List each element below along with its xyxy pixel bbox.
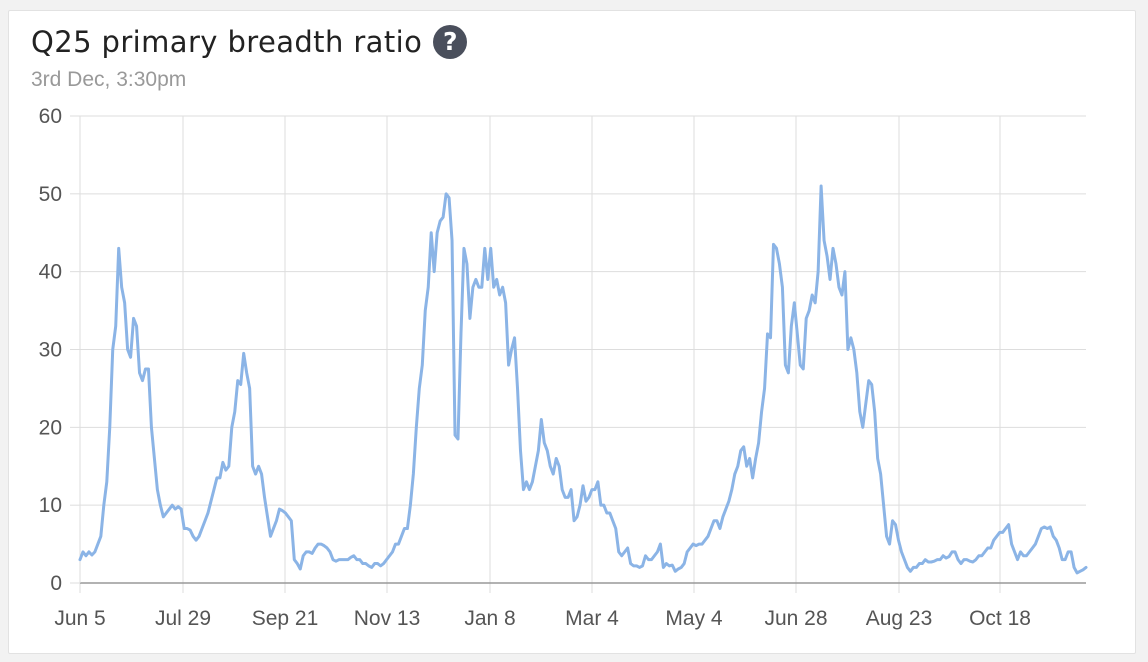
y-tick-label: 50 — [39, 183, 62, 206]
x-tick-label: Aug 23 — [866, 607, 933, 630]
x-tick-label: Oct 18 — [969, 607, 1031, 630]
x-tick-label: May 4 — [665, 607, 723, 630]
y-tick-label: 10 — [39, 494, 62, 517]
x-tick-label: Mar 4 — [565, 607, 619, 630]
y-tick-label: 20 — [39, 416, 62, 439]
y-tick-label: 60 — [39, 105, 62, 128]
x-tick-label: Sep 21 — [252, 607, 319, 630]
chart-card: Q25 primary breadth ratio ? 3rd Dec, 3:3… — [8, 10, 1136, 654]
y-tick-label: 0 — [50, 572, 62, 595]
chart-title: Q25 primary breadth ratio — [31, 25, 423, 59]
question-circle-icon[interactable]: ? — [433, 25, 468, 59]
chart-header: Q25 primary breadth ratio ? 3rd Dec, 3:3… — [31, 25, 468, 92]
x-tick-label: Jul 29 — [155, 607, 211, 630]
x-tick-label: Jan 8 — [464, 607, 515, 630]
x-tick-label: Jun 28 — [764, 607, 827, 630]
title-row: Q25 primary breadth ratio ? — [31, 25, 468, 59]
x-tick-label: Jun 5 — [54, 607, 105, 630]
y-tick-label: 30 — [39, 339, 62, 362]
y-tick-label: 40 — [39, 261, 62, 284]
chart-timestamp: 3rd Dec, 3:30pm — [31, 68, 187, 91]
x-tick-label: Nov 13 — [354, 607, 421, 630]
series-line — [78, 184, 1088, 575]
